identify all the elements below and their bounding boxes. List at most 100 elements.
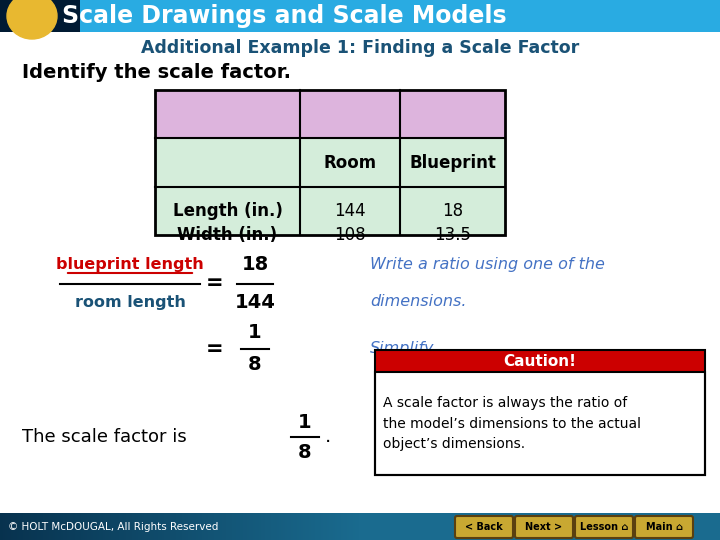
FancyBboxPatch shape: [60, 513, 61, 540]
FancyBboxPatch shape: [226, 513, 227, 540]
FancyBboxPatch shape: [102, 513, 103, 540]
FancyBboxPatch shape: [99, 513, 100, 540]
FancyBboxPatch shape: [176, 513, 177, 540]
FancyBboxPatch shape: [175, 513, 176, 540]
FancyBboxPatch shape: [280, 513, 281, 540]
FancyBboxPatch shape: [57, 513, 58, 540]
FancyBboxPatch shape: [37, 513, 38, 540]
Text: Next >: Next >: [526, 522, 562, 532]
FancyBboxPatch shape: [1, 0, 2, 32]
FancyBboxPatch shape: [25, 513, 26, 540]
FancyBboxPatch shape: [31, 513, 32, 540]
FancyBboxPatch shape: [100, 513, 101, 540]
FancyBboxPatch shape: [112, 513, 113, 540]
FancyBboxPatch shape: [161, 513, 162, 540]
FancyBboxPatch shape: [46, 513, 47, 540]
FancyBboxPatch shape: [16, 0, 17, 32]
FancyBboxPatch shape: [154, 513, 155, 540]
FancyBboxPatch shape: [314, 513, 315, 540]
FancyBboxPatch shape: [322, 513, 323, 540]
FancyBboxPatch shape: [120, 513, 121, 540]
FancyBboxPatch shape: [59, 0, 60, 32]
FancyBboxPatch shape: [11, 513, 12, 540]
FancyBboxPatch shape: [260, 513, 261, 540]
FancyBboxPatch shape: [259, 513, 260, 540]
Ellipse shape: [7, 0, 57, 39]
FancyBboxPatch shape: [198, 513, 199, 540]
FancyBboxPatch shape: [1, 513, 2, 540]
FancyBboxPatch shape: [327, 513, 328, 540]
FancyBboxPatch shape: [173, 513, 174, 540]
Text: =: =: [206, 339, 224, 359]
FancyBboxPatch shape: [200, 513, 201, 540]
FancyBboxPatch shape: [61, 0, 62, 32]
FancyBboxPatch shape: [10, 0, 11, 32]
FancyBboxPatch shape: [301, 513, 302, 540]
FancyBboxPatch shape: [174, 513, 175, 540]
FancyBboxPatch shape: [86, 513, 87, 540]
FancyBboxPatch shape: [150, 513, 151, 540]
FancyBboxPatch shape: [66, 0, 67, 32]
FancyBboxPatch shape: [179, 513, 180, 540]
FancyBboxPatch shape: [65, 513, 66, 540]
FancyBboxPatch shape: [304, 513, 305, 540]
FancyBboxPatch shape: [38, 513, 39, 540]
FancyBboxPatch shape: [95, 513, 96, 540]
FancyBboxPatch shape: [12, 0, 13, 32]
FancyBboxPatch shape: [20, 513, 21, 540]
FancyBboxPatch shape: [325, 513, 326, 540]
FancyBboxPatch shape: [130, 513, 131, 540]
FancyBboxPatch shape: [93, 513, 94, 540]
FancyBboxPatch shape: [250, 513, 251, 540]
FancyBboxPatch shape: [221, 513, 222, 540]
FancyBboxPatch shape: [44, 513, 45, 540]
FancyBboxPatch shape: [19, 513, 20, 540]
FancyBboxPatch shape: [317, 513, 318, 540]
FancyBboxPatch shape: [205, 513, 206, 540]
FancyBboxPatch shape: [313, 513, 314, 540]
FancyBboxPatch shape: [44, 0, 45, 32]
FancyBboxPatch shape: [83, 513, 84, 540]
FancyBboxPatch shape: [268, 513, 269, 540]
FancyBboxPatch shape: [165, 513, 166, 540]
FancyBboxPatch shape: [37, 0, 38, 32]
FancyBboxPatch shape: [210, 513, 211, 540]
FancyBboxPatch shape: [56, 0, 57, 32]
FancyBboxPatch shape: [8, 0, 9, 32]
FancyBboxPatch shape: [70, 0, 71, 32]
FancyBboxPatch shape: [148, 513, 149, 540]
FancyBboxPatch shape: [19, 0, 20, 32]
FancyBboxPatch shape: [249, 513, 250, 540]
FancyBboxPatch shape: [34, 0, 35, 32]
FancyBboxPatch shape: [235, 513, 236, 540]
FancyBboxPatch shape: [65, 0, 66, 32]
FancyBboxPatch shape: [128, 513, 129, 540]
FancyBboxPatch shape: [188, 513, 189, 540]
FancyBboxPatch shape: [55, 513, 56, 540]
FancyBboxPatch shape: [220, 513, 221, 540]
FancyBboxPatch shape: [71, 513, 72, 540]
FancyBboxPatch shape: [295, 513, 296, 540]
FancyBboxPatch shape: [278, 513, 279, 540]
FancyBboxPatch shape: [127, 513, 128, 540]
FancyBboxPatch shape: [47, 513, 48, 540]
FancyBboxPatch shape: [153, 513, 154, 540]
FancyBboxPatch shape: [52, 0, 53, 32]
FancyBboxPatch shape: [21, 513, 22, 540]
FancyBboxPatch shape: [253, 513, 254, 540]
FancyBboxPatch shape: [149, 513, 150, 540]
FancyBboxPatch shape: [306, 513, 307, 540]
FancyBboxPatch shape: [61, 513, 62, 540]
FancyBboxPatch shape: [133, 513, 134, 540]
Text: The scale factor is: The scale factor is: [22, 428, 186, 446]
FancyBboxPatch shape: [50, 513, 51, 540]
FancyBboxPatch shape: [42, 513, 43, 540]
FancyBboxPatch shape: [9, 0, 10, 32]
FancyBboxPatch shape: [88, 513, 89, 540]
FancyBboxPatch shape: [51, 0, 52, 32]
FancyBboxPatch shape: [294, 513, 295, 540]
FancyBboxPatch shape: [11, 0, 12, 32]
FancyBboxPatch shape: [241, 513, 242, 540]
FancyBboxPatch shape: [0, 0, 1, 32]
FancyBboxPatch shape: [225, 513, 226, 540]
